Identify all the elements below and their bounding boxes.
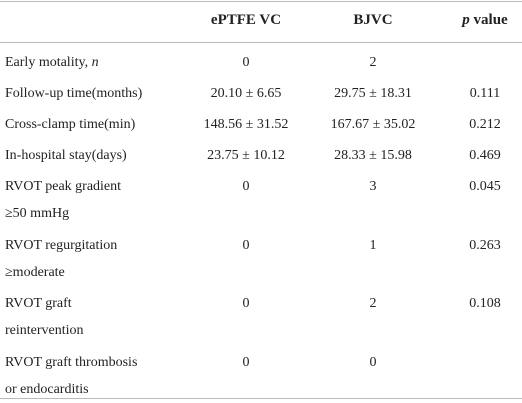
cell: 29.75 ± 18.31 (334, 86, 412, 101)
label-text: Early motality, (5, 55, 89, 70)
row-label: RVOT regurgitation (5, 237, 117, 255)
cell: 0 (242, 179, 250, 194)
label-text: In-hospital stay(days) (5, 148, 127, 163)
cell: 0.212 (469, 117, 501, 132)
cell: 0 (242, 354, 250, 370)
cell: 2 (369, 55, 377, 70)
cell: 0 (242, 237, 250, 253)
row-label: In-hospital stay(days) (5, 147, 127, 165)
row-label: ≥moderate (5, 264, 65, 282)
label-text: or endocarditis (5, 381, 89, 397)
cell: 0.045 (469, 179, 501, 194)
cell: 0 (242, 296, 250, 311)
label-text: Cross-clamp time(min) (5, 117, 136, 132)
cell: 28.33 ± 15.98 (334, 148, 412, 163)
row-label: RVOT peak gradient (5, 178, 121, 196)
rule (0, 398, 522, 399)
label-text: ≥moderate (5, 264, 65, 280)
row-label: or endocarditis (5, 381, 89, 399)
label-text: RVOT peak gradient (5, 179, 122, 194)
header-cell: BJVC (353, 12, 393, 28)
header-cell: ePTFE VC (210, 12, 282, 28)
row-label: Follow-up time(months) (5, 85, 142, 103)
label-text: RVOT graft thrombosis (5, 354, 138, 370)
label-text: ≥50 mmHg (5, 206, 70, 221)
cell: 2 (369, 296, 377, 311)
row-label: Cross-clamp time(min) (5, 116, 135, 134)
cell: 23.75 ± 10.12 (207, 148, 285, 163)
rule (0, 1, 522, 2)
cell: 167.67 ± 35.02 (330, 117, 416, 132)
label-italic: n (91, 55, 99, 70)
cell: 148.56 ± 31.52 (203, 117, 289, 132)
label-text: reintervention (5, 323, 84, 338)
cell: 0 (242, 55, 250, 70)
cell: 3 (369, 179, 377, 194)
cell: 0.263 (469, 237, 501, 253)
row-label: reintervention (5, 322, 84, 340)
cell: 0.108 (469, 296, 501, 311)
cell: 0.469 (469, 148, 501, 163)
row-label: Early motality, n (5, 54, 99, 72)
row-label: RVOT graft thrombosis (5, 354, 137, 372)
label-text: Follow-up time(months) (5, 86, 143, 101)
cell: 1 (369, 237, 377, 253)
header-cell: p value (462, 11, 507, 29)
label-text: RVOT graft (5, 296, 72, 311)
p-symbol: p (462, 12, 470, 28)
cell: 0.111 (469, 86, 501, 101)
cell: 0 (369, 354, 377, 370)
label-text: RVOT regurgitation (5, 237, 118, 253)
row-label: RVOT graft (5, 295, 72, 313)
row-label: ≥50 mmHg (5, 205, 69, 223)
header-text: value (473, 12, 508, 28)
rule (0, 42, 522, 43)
cell: 20.10 ± 6.65 (210, 86, 282, 101)
